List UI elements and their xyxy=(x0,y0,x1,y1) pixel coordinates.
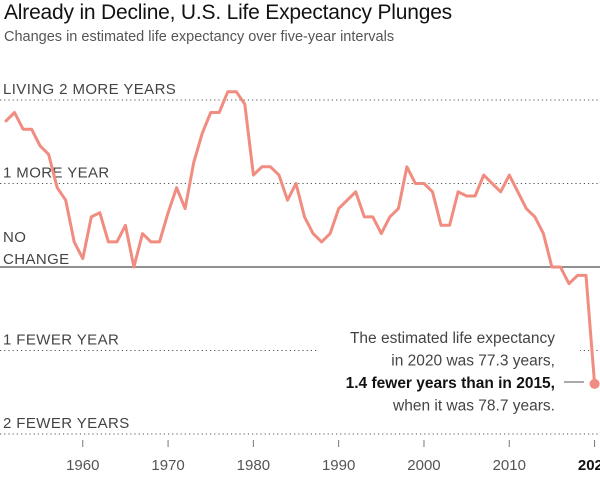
x-tick-label: 1990 xyxy=(322,457,355,474)
y-tick-label: CHANGE xyxy=(3,251,70,268)
endpoint-marker xyxy=(589,378,600,389)
x-tick-label: 2020 xyxy=(578,457,600,474)
series-line-layer xyxy=(4,90,600,389)
x-tick-label: 1980 xyxy=(237,457,270,474)
annotation-line: in 2020 was 77.3 years, xyxy=(391,353,555,370)
x-tick-label: 2000 xyxy=(407,457,440,474)
y-tick-label: LIVING 2 MORE YEARS xyxy=(3,81,176,98)
x-tick-label: 1970 xyxy=(151,457,184,474)
annotation-line: when it was 78.7 years. xyxy=(392,398,555,415)
y-tick-label: 1 MORE YEAR xyxy=(3,165,110,182)
x-tick-label: 1960 xyxy=(66,457,99,474)
x-axis-ticks: 1960 1970 1980 1990 2000 2010 2020 xyxy=(66,440,600,474)
life-expectancy-line xyxy=(4,90,597,386)
annotation-line: The estimated life expectancy xyxy=(350,330,555,347)
annotation-line: 1.4 fewer years than in 2015, xyxy=(346,375,555,392)
chart-subtitle: Changes in estimated life expectancy ove… xyxy=(4,29,395,45)
y-tick-label: 1 FEWER YEAR xyxy=(3,332,119,349)
y-axis-labels: LIVING 2 MORE YEARS 1 MORE YEAR NO CHANGE 1 … xyxy=(3,81,176,432)
y-tick-label: NO xyxy=(3,229,26,246)
annotation: The estimated life expectancy in 2020 was… xyxy=(318,324,584,418)
x-tick-label: 2010 xyxy=(493,457,526,474)
chart-title: Already in Decline, U.S. Life Expectancy… xyxy=(4,1,452,24)
annotation-background xyxy=(318,324,580,418)
y-tick-label: 2 FEWER YEARS xyxy=(3,415,130,432)
